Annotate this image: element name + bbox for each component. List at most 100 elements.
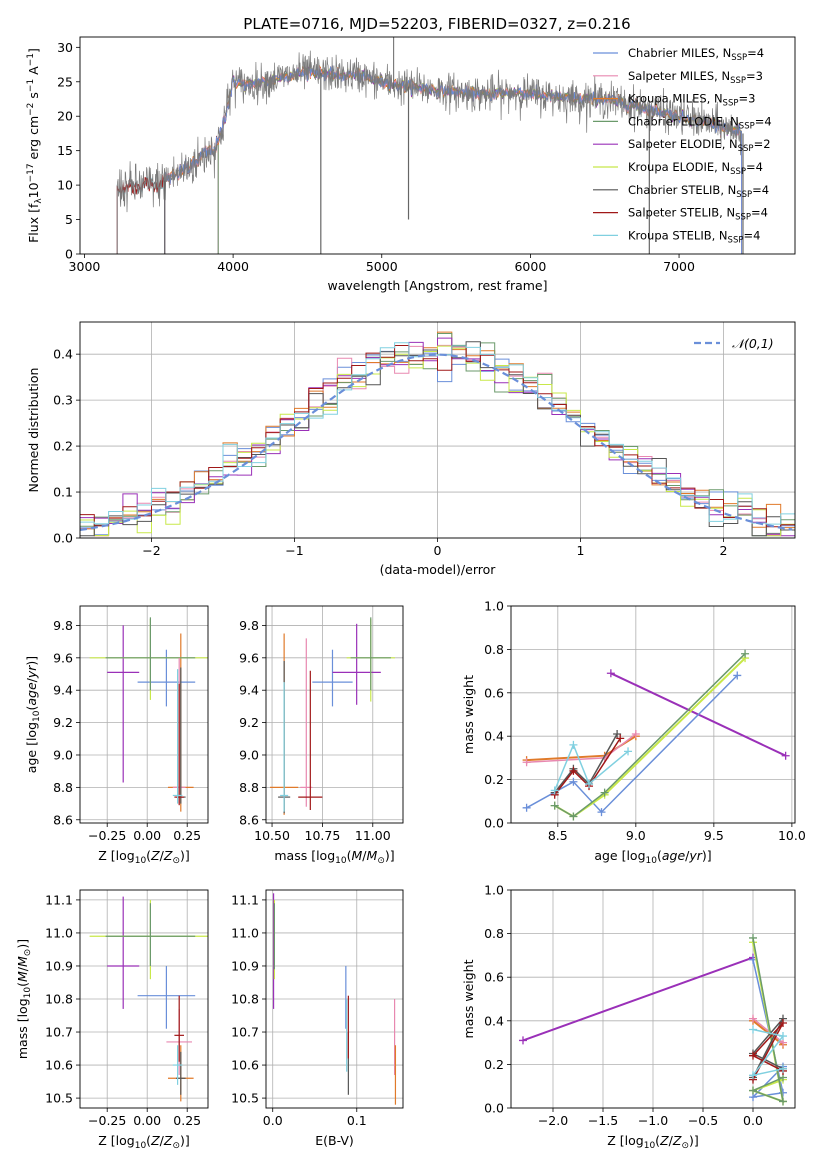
x-tick-label: −2.0 <box>538 1113 568 1128</box>
y-tick-label: 9.8 <box>239 618 259 633</box>
weight-line <box>751 1018 784 1078</box>
weight-marker <box>550 801 559 810</box>
y-tick-label: 9.6 <box>53 650 73 665</box>
x-tick-label: 3000 <box>69 259 101 274</box>
x-tick-label: 0.25 <box>173 1113 201 1128</box>
y-tick-label: 10.6 <box>45 1058 73 1073</box>
y-tick-label: 0.8 <box>484 926 504 941</box>
histogram-step <box>80 342 795 525</box>
y-axis-label: mass weight <box>461 959 476 1038</box>
y-tick-label: 8.6 <box>53 812 73 827</box>
y-tick-label: 0.4 <box>53 347 73 362</box>
y-tick-label: 8.8 <box>239 780 259 795</box>
figure-title: PLATE=0716, MJD=52203, FIBERID=0327, z=0… <box>243 15 630 33</box>
panel-mass_vs_Z: −0.25 0.00 0.25 10.5 10.6 10.7 10.8 10.9 11.0 11.… <box>15 889 209 1151</box>
axes-frame <box>79 36 796 255</box>
x-tick-label: −0.25 <box>88 1113 126 1128</box>
weight-marker <box>631 730 640 739</box>
weight-line <box>751 1028 785 1077</box>
x-axis-label: Z [log10(Z/Z⊙)] <box>98 1133 190 1151</box>
y-tick-label: 11.1 <box>231 892 259 907</box>
x-tick-label: 0 <box>434 543 442 558</box>
x-axis-label: Z [log10(Z/Z⊙)] <box>607 1133 699 1151</box>
data-spectrum <box>116 50 742 254</box>
x-axis-label: (data-model)/error <box>380 562 497 577</box>
x-tick-label: 9.5 <box>704 828 724 843</box>
panel-residuals: −2 −1 0 1 2 0.0 0.1 0.2 0.3 0.4 (data-model)/error… <box>26 321 796 577</box>
normal-curve <box>80 353 793 531</box>
y-tick-label: 5 <box>65 212 73 227</box>
legend-label: 𝒩(0,1) <box>732 336 774 351</box>
y-tick-label: 8.8 <box>53 780 73 795</box>
weight-line <box>751 1022 784 1081</box>
x-tick-label: 4000 <box>217 259 249 274</box>
weight-line <box>554 737 621 796</box>
y-tick-label: 1.0 <box>484 599 504 614</box>
panel-spectrum: 3000 4000 5000 6000 7000 0 5 10 15 20 25 30 waveleng… <box>26 36 796 293</box>
x-tick-label: −1.0 <box>638 1113 668 1128</box>
y-tick-label: 9.6 <box>239 650 259 665</box>
weight-line <box>526 674 738 814</box>
weight-marker <box>585 779 594 788</box>
y-tick-label: 10.5 <box>45 1091 73 1106</box>
y-tick-label: 0.4 <box>484 1013 504 1028</box>
weight-line <box>522 956 754 1042</box>
histogram-step <box>80 341 795 537</box>
y-tick-label: 10.6 <box>231 1058 259 1073</box>
x-tick-label: 0.00 <box>133 1113 161 1128</box>
weight-marker <box>550 786 559 795</box>
y-axis-label: mass [log10(M/M⊙)] <box>15 939 33 1059</box>
y-tick-label: 1.0 <box>484 883 504 898</box>
weight-marker <box>749 933 757 942</box>
x-tick-label: 5000 <box>366 259 398 274</box>
x-tick-label: 0.0 <box>263 1113 283 1128</box>
histogram-step <box>80 345 795 537</box>
y-tick-label: 9.4 <box>239 683 259 698</box>
weight-marker <box>613 730 622 739</box>
y-tick-label: 9.2 <box>239 715 259 730</box>
y-axis-label: age [log10(age/yr)] <box>24 656 42 773</box>
weight-marker <box>749 1086 757 1095</box>
x-tick-label: 10.50 <box>254 828 290 843</box>
y-tick-label: 11.0 <box>231 925 259 940</box>
weight-marker <box>569 766 578 775</box>
x-axis-label: mass [log10(M/M⊙)] <box>274 848 394 866</box>
y-tick-label: 10.7 <box>45 1025 73 1040</box>
y-tick-label: 15 <box>57 143 73 158</box>
x-axis-label: E(B-V) <box>315 1133 354 1148</box>
legend-label: Kroupa MILES, NSSP=3 <box>628 92 755 109</box>
weight-marker <box>616 734 625 743</box>
axes-frame <box>79 605 209 824</box>
x-tick-label: 6000 <box>514 259 546 274</box>
weight-marker <box>741 649 750 658</box>
weight-marker <box>733 671 742 680</box>
x-tick-label: 7000 <box>663 259 695 274</box>
y-tick-label: 11.1 <box>45 892 73 907</box>
histogram-step <box>80 345 795 528</box>
weight-marker <box>606 669 615 678</box>
weight-marker <box>519 1036 527 1045</box>
x-tick-label: 10.0 <box>778 828 806 843</box>
y-tick-label: 0.2 <box>484 1057 504 1072</box>
x-tick-label: 0.1 <box>347 1113 367 1128</box>
x-tick-label: −1.5 <box>588 1113 618 1128</box>
axes-frame <box>79 889 209 1109</box>
y-tick-label: 10.7 <box>231 1025 259 1040</box>
weight-line <box>752 1018 784 1044</box>
y-tick-label: 0.8 <box>484 642 504 657</box>
weight-marker <box>749 1014 757 1023</box>
x-tick-label: 1 <box>577 543 585 558</box>
x-tick-label: −1 <box>285 543 303 558</box>
x-axis-label: Z [log10(Z/Z⊙)] <box>98 848 190 866</box>
panel-weight_vs_Z: −2.0 −1.5 −1.0 −0.5 0.0 0.0 0.2 0.4 0.6 0.8 1.0 Z [… <box>461 883 796 1151</box>
y-tick-label: 9.2 <box>53 715 73 730</box>
weight-marker <box>522 803 531 812</box>
weight-marker <box>779 1032 787 1041</box>
y-tick-label: 0.4 <box>484 729 504 744</box>
y-tick-label: 9.8 <box>53 618 73 633</box>
panel-mass_vs_ebv: 0.0 0.1 10.5 10.6 10.7 10.8 10.9 11.0 11.1 E(B-V) <box>231 889 404 1148</box>
x-tick-label: 11.00 <box>355 828 391 843</box>
y-axis-label: Flux [fλ10−17 erg cm−2 s−1 A−1] <box>26 48 44 243</box>
y-tick-label: 0 <box>65 247 73 262</box>
y-tick-label: 8.6 <box>239 812 259 827</box>
